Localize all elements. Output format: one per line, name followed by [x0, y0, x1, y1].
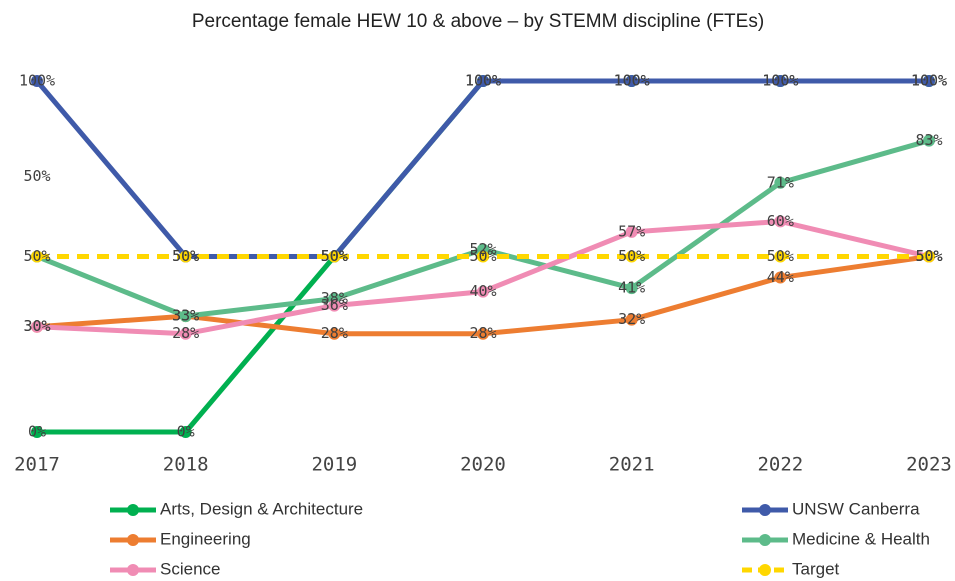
point	[774, 176, 787, 189]
data-label: 30%	[23, 317, 50, 335]
data-label: 100%	[911, 72, 947, 90]
data-label: 28%	[321, 324, 348, 342]
point	[328, 299, 341, 312]
data-label: 28%	[469, 324, 496, 342]
x-tick-label: 2021	[609, 454, 655, 476]
point	[328, 250, 341, 263]
data-label: 50%	[172, 247, 199, 265]
data-label: 0%	[177, 423, 195, 441]
chart-title: Percentage female HEW 10 & above – by ST…	[192, 11, 764, 32]
legend-label: UNSW Canberra	[792, 499, 920, 518]
data-label: 71%	[767, 173, 794, 191]
data-label: 100%	[762, 72, 798, 90]
point	[328, 327, 341, 340]
x-tick-label: 2019	[311, 454, 357, 476]
legend-label: Science	[160, 559, 220, 578]
point	[774, 75, 787, 87]
data-label: 50%	[23, 247, 50, 265]
data-label: 100%	[762, 72, 798, 90]
point	[477, 327, 489, 340]
data-label: 50%	[469, 247, 496, 265]
x-tick-label: 2017	[14, 454, 60, 476]
data-label: 100%	[465, 72, 501, 90]
data-label: 0%	[28, 423, 46, 441]
data-label: 50%	[321, 247, 348, 265]
data-label: 57%	[618, 222, 645, 240]
data-label: 83%	[915, 131, 942, 149]
data-label: 32%	[618, 310, 645, 328]
point	[477, 250, 489, 263]
data-label: 50%	[23, 167, 50, 185]
data-label: 50%	[767, 247, 794, 265]
x-tick-label: 2023	[906, 454, 952, 476]
legend-label: Arts, Design & Architecture	[160, 499, 363, 518]
point	[774, 250, 787, 263]
data-label: 50%	[321, 247, 348, 265]
data-label: 33%	[172, 307, 199, 325]
data-label: 36%	[321, 296, 348, 314]
data-label: 52%	[469, 240, 496, 258]
data-label: 50%	[915, 247, 942, 265]
data-label: 41%	[618, 279, 645, 297]
point	[31, 426, 43, 438]
point	[774, 215, 787, 228]
legend-marker	[127, 504, 139, 516]
legend-label: Target	[792, 559, 840, 578]
data-label: 30%	[23, 317, 50, 335]
data-label: 28%	[172, 324, 199, 342]
data-label: 33%	[172, 307, 199, 325]
point	[625, 250, 638, 263]
point	[31, 75, 43, 87]
data-label: 60%	[767, 212, 794, 230]
data-label: 100%	[19, 72, 55, 90]
point	[625, 313, 638, 326]
point	[774, 271, 787, 284]
x-tick-label: 2022	[757, 454, 803, 476]
data-label: 50%	[172, 247, 199, 265]
legend-label: Medicine & Health	[792, 529, 930, 548]
legend-marker	[127, 534, 139, 546]
data-label: 40%	[469, 282, 496, 300]
legend-marker	[759, 534, 771, 546]
point	[923, 134, 935, 147]
point	[923, 250, 935, 263]
point	[625, 225, 638, 238]
point	[477, 75, 489, 87]
legend-marker	[127, 564, 139, 576]
data-label: 100%	[614, 72, 650, 90]
data-label: 50%	[321, 247, 348, 265]
x-tick-label: 2020	[460, 454, 506, 476]
data-label: 50%	[915, 247, 942, 265]
x-tick-label: 2018	[163, 454, 209, 476]
point	[31, 320, 43, 333]
series-line	[35, 78, 929, 259]
point	[625, 75, 638, 87]
data-label: 100%	[465, 72, 501, 90]
legend-marker	[759, 564, 771, 576]
point	[179, 426, 192, 438]
data-label: 50%	[618, 247, 645, 265]
data-label: 50%	[915, 247, 942, 265]
point	[625, 282, 638, 295]
data-label: 44%	[767, 268, 794, 286]
data-label: 100%	[614, 72, 650, 90]
point	[477, 285, 489, 298]
point	[179, 327, 192, 340]
legend-marker	[759, 504, 771, 516]
legend-label: Engineering	[160, 529, 251, 548]
point	[31, 250, 43, 263]
data-label: 38%	[321, 289, 348, 307]
point	[923, 75, 935, 87]
data-label: 100%	[911, 72, 947, 90]
point	[179, 250, 192, 263]
point	[179, 310, 192, 323]
